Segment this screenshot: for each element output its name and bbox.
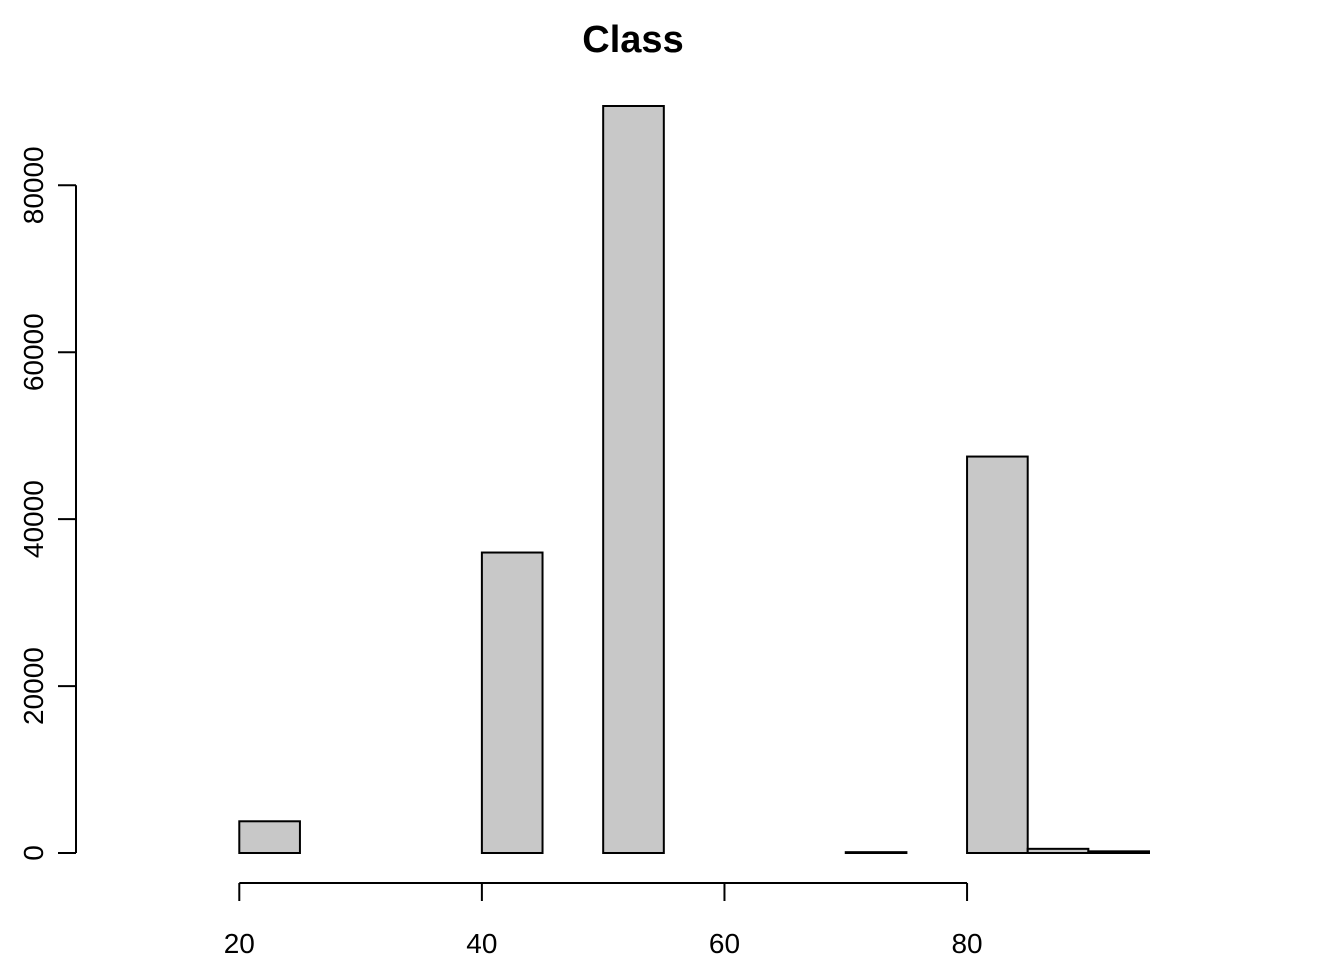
y-tick-label: 60000 [18,313,49,391]
histogram-bar [480,551,544,854]
histogram-bar [1026,847,1090,855]
x-tick-label: 20 [224,928,255,959]
x-tick-label: 80 [951,928,982,959]
histogram-bar [844,851,908,854]
bars-layer [238,105,1150,855]
y-axis: 0 20000 40000 60000 80000 [18,146,77,861]
histogram-bar [602,105,665,854]
x-tick-label: 60 [709,928,740,959]
chart-title: Class [582,19,683,61]
histogram-bar [966,455,1029,854]
x-axis: 20 40 60 80 [224,882,983,959]
y-tick-label: 40000 [18,480,49,558]
x-tick-label: 40 [466,928,497,959]
y-tick-label: 80000 [18,146,49,224]
histogram-bar [1087,850,1150,855]
histogram-bar [238,820,301,855]
y-tick-label: 0 [18,845,49,861]
y-tick-label: 20000 [18,647,49,725]
